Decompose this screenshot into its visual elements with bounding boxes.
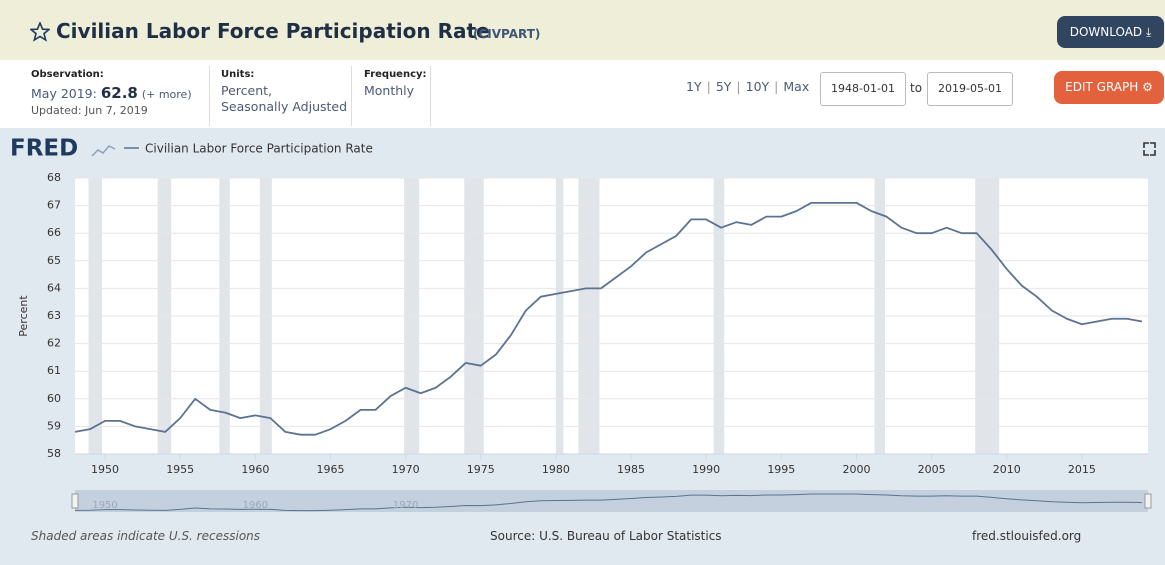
fullscreen-icon[interactable] [1143, 142, 1156, 156]
x-tick-label: 2010 [993, 463, 1021, 476]
x-tick-label: 2015 [1068, 463, 1096, 476]
y-tick-label: 58 [47, 447, 61, 460]
navigator-tick-label: 1960 [243, 500, 268, 511]
header: Civilian Labor Force Participation Rate … [0, 0, 1165, 60]
x-tick-label: 1985 [617, 463, 645, 476]
source: Source: U.S. Bureau of Labor Statistics [490, 529, 722, 543]
observation-date: May 2019: [31, 86, 97, 101]
navigator-tick-label: 1970 [393, 500, 418, 511]
x-tick-label: 1955 [166, 463, 194, 476]
x-tick-label: 2000 [842, 463, 870, 476]
download-button[interactable]: DOWNLOAD ⤓ [1057, 16, 1164, 48]
x-tick-label: 1995 [767, 463, 795, 476]
x-tick-label: 1990 [692, 463, 720, 476]
y-tick-label: 62 [47, 337, 61, 350]
y-tick-label: 66 [47, 226, 61, 239]
separator [351, 66, 352, 126]
to-label: to [910, 81, 923, 95]
site: fred.stlouisfed.org [972, 529, 1082, 543]
range-buttons: 1Y | 5Y | 10Y | Max [686, 79, 809, 94]
navigator-tick-label: 1950 [92, 500, 117, 511]
y-tick-label: 64 [47, 281, 61, 294]
x-tick-label: 1970 [392, 463, 420, 476]
range-button[interactable]: Max [783, 79, 810, 94]
brand: FRED [10, 136, 78, 162]
plot: 58 59 60 61 62 63 64 65 66 67 68 1950 1955 1960 1965 19… [47, 171, 1152, 512]
frequency-label: Frequency: [364, 69, 427, 80]
brand-icon [91, 145, 116, 157]
observation-label: Observation: [31, 69, 104, 80]
x-tick-label: 2005 [918, 463, 946, 476]
observation-value: 62.8 [100, 84, 138, 102]
title: Civilian Labor Force Participation Rate [56, 19, 490, 43]
y-axis-label: Percent [17, 295, 30, 337]
range-button[interactable]: 1Y [686, 79, 702, 94]
navigator [75, 490, 1148, 512]
divider: | [774, 79, 779, 94]
navigator-line [74, 493, 1142, 512]
star-icon[interactable] [30, 22, 50, 42]
download-label: DOWNLOAD [1069, 25, 1143, 39]
separator [430, 66, 431, 126]
range-button[interactable]: 5Y [715, 79, 732, 94]
recession-note: Shaded areas indicate U.S. recessions [31, 529, 261, 543]
x-tick-label: 1980 [542, 463, 570, 476]
y-tick-label: 59 [47, 419, 61, 432]
navigator-handle[interactable] [1144, 493, 1152, 509]
updated: Updated: Jun 7, 2019 [31, 104, 148, 117]
units-line: Seasonally Adjusted [221, 99, 348, 114]
divider: | [706, 79, 711, 94]
start-date[interactable]: 1948-01-01 [820, 72, 906, 106]
series-code: (CIVPART) [473, 27, 541, 41]
frequency-value: Monthly [364, 83, 415, 98]
y-tick-label: 68 [47, 171, 61, 184]
x-tick-label: 1950 [91, 463, 119, 476]
divider: | [736, 79, 741, 94]
y-tick-label: 60 [47, 392, 61, 405]
separator [209, 66, 210, 126]
y-tick-label: 65 [47, 254, 61, 267]
x-tick-label: 1965 [316, 463, 344, 476]
edit-graph-button[interactable]: EDIT GRAPH ⚙ [1054, 71, 1164, 104]
units-line: Percent, [221, 83, 273, 98]
units-label: Units: [221, 69, 255, 80]
range-button[interactable]: 10Y [745, 79, 770, 94]
legend-label: Civilian Labor Force Participation Rate [145, 142, 373, 156]
edit-label: EDIT GRAPH [1065, 80, 1139, 94]
series-line [74, 201, 1143, 436]
more-link[interactable]: (+ more) [141, 88, 192, 101]
x-tick-label: 1960 [241, 463, 269, 476]
end-date[interactable]: 2019-05-01 [927, 72, 1013, 106]
y-tick-label: 63 [47, 309, 61, 322]
navigator-handle[interactable] [71, 493, 79, 509]
x-tick-label: 1975 [467, 463, 495, 476]
y-tick-label: 67 [47, 199, 61, 212]
y-tick-label: 61 [47, 364, 61, 377]
